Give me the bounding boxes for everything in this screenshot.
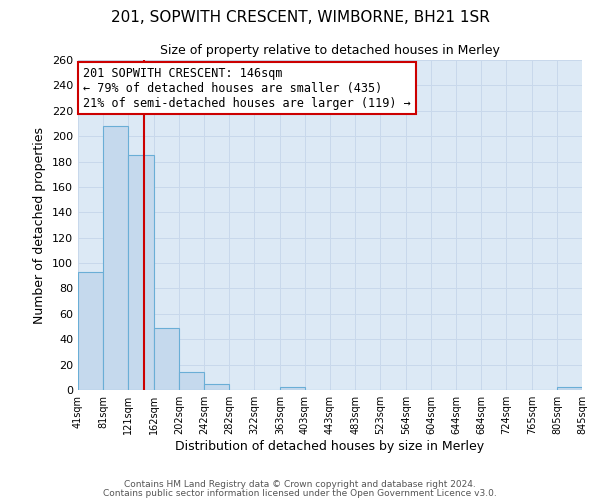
Text: Contains HM Land Registry data © Crown copyright and database right 2024.: Contains HM Land Registry data © Crown c… [124, 480, 476, 489]
Bar [280, 388, 305, 390]
Text: 201, SOPWITH CRESCENT, WIMBORNE, BH21 1SR: 201, SOPWITH CRESCENT, WIMBORNE, BH21 1S… [110, 10, 490, 25]
Text: 201 SOPWITH CRESCENT: 146sqm
← 79% of detached houses are smaller (435)
21% of s: 201 SOPWITH CRESCENT: 146sqm ← 79% of de… [83, 66, 411, 110]
Y-axis label: Number of detached properties: Number of detached properties [34, 126, 46, 324]
Bar [179, 372, 204, 390]
Bar [103, 126, 128, 390]
Bar [154, 328, 179, 390]
Bar [78, 272, 103, 390]
Title: Size of property relative to detached houses in Merley: Size of property relative to detached ho… [160, 44, 500, 58]
X-axis label: Distribution of detached houses by size in Merley: Distribution of detached houses by size … [175, 440, 485, 453]
Bar [204, 384, 229, 390]
Bar [557, 388, 582, 390]
Bar [128, 155, 154, 390]
Text: Contains public sector information licensed under the Open Government Licence v3: Contains public sector information licen… [103, 488, 497, 498]
